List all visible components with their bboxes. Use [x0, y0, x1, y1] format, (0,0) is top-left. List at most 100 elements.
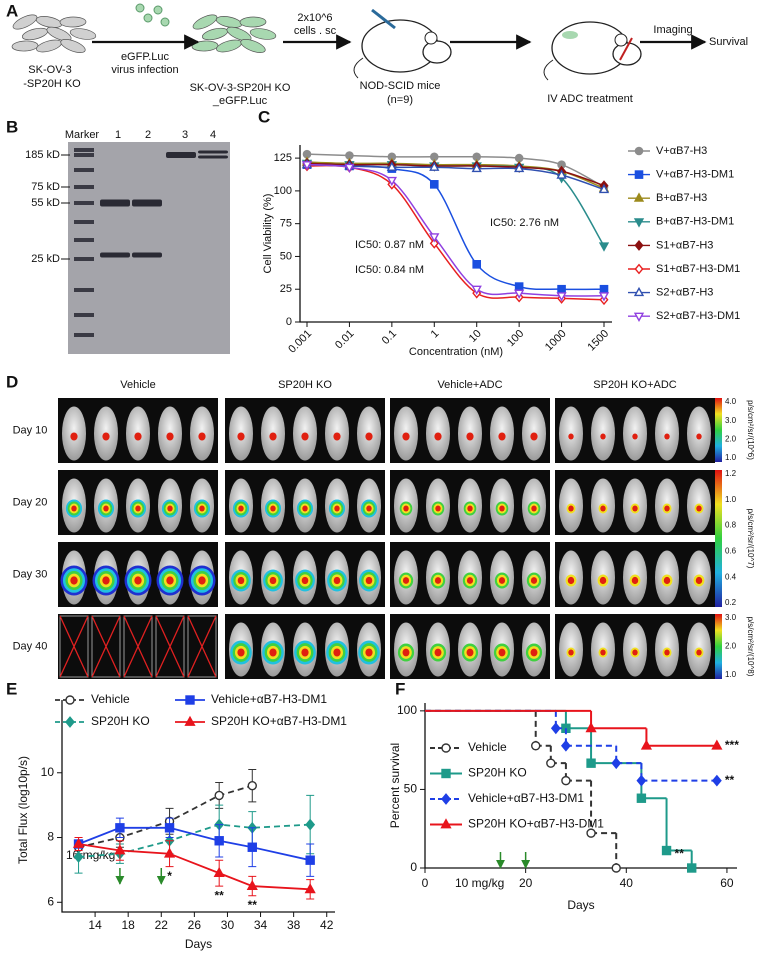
colorbar-tick: 1.0 — [725, 670, 737, 679]
x-tick-label: 100 — [505, 328, 526, 349]
legend-label: V+αB7-H3 — [656, 145, 707, 157]
signal — [530, 648, 538, 657]
colorbar-tick: 2.0 — [725, 434, 737, 443]
marker — [440, 818, 452, 829]
label: cells . sc — [294, 25, 337, 37]
band — [74, 238, 94, 242]
label: SK-OV-3 — [28, 64, 71, 76]
cell — [21, 27, 49, 41]
colorbar-tick: 0.6 — [725, 547, 737, 556]
y-tick-label: 0 — [286, 316, 292, 328]
signal — [631, 576, 639, 585]
signal — [237, 432, 245, 441]
line — [78, 843, 311, 891]
x-tick-label: 18 — [122, 918, 136, 932]
signal — [166, 576, 174, 585]
colorbar-unit: p/s/cm²/sr/(10^6) — [746, 400, 755, 460]
legend-label: SP20H KO+αB7-H3-DM1 — [211, 714, 347, 728]
frame — [91, 615, 121, 678]
marker — [611, 757, 622, 770]
marker — [561, 775, 571, 786]
x-tick-label: 0.01 — [333, 328, 357, 352]
cross — [123, 615, 153, 678]
cross — [187, 615, 217, 678]
signal — [664, 433, 670, 440]
day-label: Day 20 — [13, 496, 48, 508]
y-tick-label: 10 — [41, 765, 55, 779]
marker — [163, 847, 176, 858]
marker — [185, 695, 195, 705]
marker — [247, 781, 257, 791]
y-axis-label: Cell Viability (%) — [262, 194, 274, 274]
signal — [334, 505, 340, 512]
y-tick-label: 25 — [280, 283, 292, 295]
signal — [365, 432, 373, 441]
signal — [301, 648, 309, 657]
marker — [184, 715, 196, 726]
frame — [123, 615, 153, 678]
marker — [633, 192, 645, 202]
marker — [636, 774, 647, 787]
lane-label: 2 — [145, 129, 151, 141]
legend-label: Vehicle — [468, 740, 507, 754]
marker — [634, 239, 644, 251]
signal — [134, 432, 142, 441]
marker — [598, 242, 610, 252]
band — [100, 199, 130, 207]
frame — [187, 615, 217, 678]
y-tick-label: 0 — [410, 860, 417, 874]
x-tick-label: 60 — [720, 876, 734, 890]
colorbar-tick: 3.0 — [725, 613, 737, 622]
colorbar-unit: p/s/cm²/sr/(10^8) — [746, 617, 755, 677]
label: SK-OV-3-SP20H KO — [190, 82, 291, 94]
x-axis-label: Concentration (nM) — [409, 346, 503, 358]
legend-label: B+αB7-H3 — [656, 192, 707, 204]
label: eGFP.Luc — [121, 51, 170, 63]
marker — [429, 237, 439, 249]
colorbar — [715, 398, 722, 462]
band — [198, 150, 228, 154]
signal — [499, 505, 505, 512]
marker — [514, 282, 524, 291]
legend-label: S1+αB7-H3 — [656, 239, 713, 251]
marker — [586, 758, 596, 768]
colorbar — [715, 614, 722, 679]
signal — [530, 432, 538, 441]
band — [74, 168, 94, 172]
colorbar-tick: 0.4 — [725, 572, 737, 581]
x-tick-label: 22 — [155, 918, 169, 932]
line — [78, 826, 311, 862]
legend-label: Vehicle+αB7-H3-DM1 — [468, 791, 584, 805]
marker — [546, 758, 556, 768]
signal — [301, 576, 309, 585]
cell — [59, 16, 87, 28]
frame — [59, 615, 89, 678]
marker — [429, 180, 439, 189]
marker — [556, 169, 567, 179]
cross — [59, 615, 89, 678]
marker — [636, 793, 647, 803]
signal — [568, 649, 574, 656]
y-axis-label: Total Flux (log10p/s) — [16, 756, 30, 864]
legend-label: Vehicle+αB7-H3-DM1 — [211, 692, 327, 706]
marker — [213, 866, 225, 878]
legend-label: SP20H KO — [91, 714, 150, 728]
signal — [600, 433, 606, 440]
signal — [568, 433, 574, 440]
marker — [634, 146, 644, 156]
band — [74, 148, 94, 152]
panel-label: F — [395, 679, 405, 698]
signal — [333, 432, 341, 441]
x-tick-label: 42 — [320, 918, 334, 932]
signal — [199, 505, 205, 512]
signal — [102, 576, 110, 585]
signal — [632, 649, 638, 656]
marker — [73, 851, 84, 863]
marker — [556, 292, 567, 302]
x-tick-label: 10 — [467, 328, 484, 345]
cell — [249, 28, 277, 40]
marker — [513, 289, 525, 299]
significance: ** — [675, 847, 685, 861]
curve — [306, 164, 605, 301]
signal — [434, 648, 442, 657]
